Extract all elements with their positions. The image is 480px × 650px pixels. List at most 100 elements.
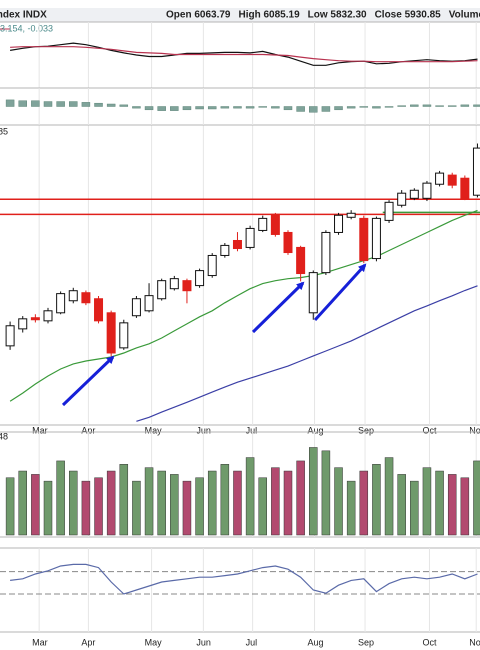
x-tick-label: Sep xyxy=(358,425,374,435)
candle-body xyxy=(409,189,419,199)
volume-bar xyxy=(43,480,53,536)
candle-body xyxy=(5,325,15,347)
bar xyxy=(346,106,356,109)
candle-body xyxy=(106,312,116,354)
quote: High 6085.19 xyxy=(238,10,300,21)
candle-body xyxy=(68,290,78,302)
candle-body xyxy=(334,214,344,233)
panel xyxy=(0,87,480,126)
line xyxy=(9,209,478,402)
line xyxy=(10,46,478,63)
bar xyxy=(410,104,419,107)
bar xyxy=(182,106,192,111)
volume-bar xyxy=(258,477,267,536)
x-tick-label: Jul xyxy=(246,637,258,647)
volume-bar xyxy=(18,470,27,536)
bar xyxy=(69,101,78,107)
candle-body xyxy=(447,174,457,186)
bar xyxy=(144,106,154,111)
x-tick-label: Jul xyxy=(246,425,258,435)
x-tick-label: Oct xyxy=(422,425,437,435)
bar xyxy=(195,106,204,110)
x-tick-label: Sep xyxy=(358,637,374,647)
volume-bar xyxy=(106,470,116,536)
x-tick-label: Mar xyxy=(32,425,48,435)
candle-body xyxy=(94,298,104,322)
candle-body xyxy=(359,217,369,262)
bar xyxy=(309,106,318,113)
bar xyxy=(283,106,293,111)
volume-bar xyxy=(422,467,432,536)
bar xyxy=(258,106,267,108)
quote: Open 6063.79 xyxy=(166,10,231,21)
bar xyxy=(397,105,406,107)
bar xyxy=(220,106,230,109)
volume-bar xyxy=(397,474,406,536)
x-tick-label: Nov xyxy=(469,637,480,647)
volume-bar xyxy=(170,474,179,536)
candle-body xyxy=(81,292,91,304)
bar xyxy=(43,101,53,107)
volume-bar xyxy=(447,474,457,536)
x-tick-label: Jun xyxy=(196,425,211,435)
bar xyxy=(170,106,179,111)
bar xyxy=(132,106,141,109)
volume-bar xyxy=(384,457,394,536)
volume-bar xyxy=(31,474,40,536)
annotation-arrow xyxy=(251,281,305,334)
x-tick-label: Mar xyxy=(32,637,48,647)
x-tick-label: Apr xyxy=(81,425,95,435)
volume-bar xyxy=(233,470,242,536)
candle-body xyxy=(119,322,129,349)
quotes: Open 6063.79 High 6085.19 Low 5832.30 Close… xyxy=(166,10,480,21)
bar xyxy=(233,106,242,109)
symbol: Index INDX xyxy=(0,10,47,21)
candle-body xyxy=(435,172,445,185)
bar xyxy=(296,106,305,112)
volume-bar xyxy=(346,480,356,536)
candle-body xyxy=(169,278,179,290)
bar xyxy=(460,104,470,107)
volume-bar xyxy=(473,460,480,536)
header-band xyxy=(0,8,480,22)
bar xyxy=(384,106,394,108)
annotation-arrow xyxy=(313,263,367,322)
bar xyxy=(5,99,15,107)
candle-body xyxy=(321,231,331,274)
volume-bar xyxy=(460,477,470,536)
candle-body xyxy=(371,217,381,260)
volume-bar xyxy=(435,470,444,536)
candle-body xyxy=(283,231,293,254)
bar xyxy=(157,106,166,111)
bar xyxy=(31,100,40,107)
bar xyxy=(359,106,369,108)
volume-bar xyxy=(132,480,141,536)
volume-bar xyxy=(94,477,103,536)
x-tick-label: May xyxy=(145,425,163,435)
volume-bar xyxy=(195,477,204,536)
line xyxy=(136,285,478,422)
volume-bar xyxy=(309,447,318,536)
bar xyxy=(321,106,331,112)
panel xyxy=(0,124,480,426)
volume-bar xyxy=(359,470,369,536)
bar xyxy=(94,102,103,107)
candle-body xyxy=(30,317,40,321)
bar xyxy=(372,106,381,109)
candle-body xyxy=(258,217,268,231)
x-tick-label: Oct xyxy=(422,637,437,647)
bar xyxy=(18,100,27,107)
volume-bar xyxy=(157,470,166,536)
quote: Close 5930.85 xyxy=(375,10,442,21)
bar xyxy=(435,105,444,107)
bar xyxy=(422,104,432,107)
candle-body xyxy=(460,177,470,199)
candle-body xyxy=(232,239,242,250)
candle-body xyxy=(207,254,217,277)
volume-bar xyxy=(220,464,230,536)
panel xyxy=(0,547,480,633)
candle-body xyxy=(422,182,432,199)
bar xyxy=(271,106,280,109)
volume-bar xyxy=(245,457,255,536)
volume-bar xyxy=(56,460,65,536)
